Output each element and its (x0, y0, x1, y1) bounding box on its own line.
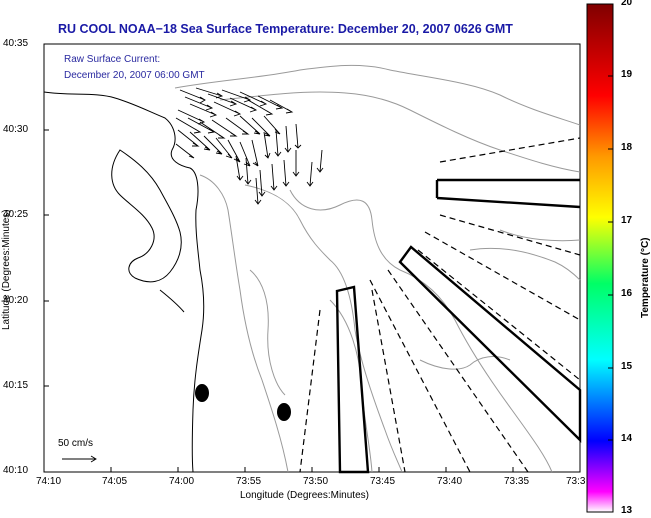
x-tick-label: 73:55 (236, 476, 262, 487)
y-tick-label: 40:10 (3, 465, 29, 476)
x-tick-label: 74:10 (36, 476, 62, 487)
scale-vector (62, 455, 97, 463)
y-tick-label: 40:20 (3, 295, 29, 306)
x-tick-label: 73:50 (303, 476, 329, 487)
colorbar-tick-label: 13 (621, 505, 633, 516)
colorbar (586, 3, 614, 513)
bathymetry-contours (174, 64, 581, 473)
axis-ticks (44, 43, 514, 473)
figure-title: RU COOL NOAA−18 Sea Surface Temperature:… (58, 22, 513, 36)
dashed-sectors (299, 137, 581, 473)
colorbar-label: Temperature (°C) (640, 237, 651, 319)
annotation-line-1: Raw Surface Current: (64, 54, 161, 65)
y-tick-label: 40:25 (3, 209, 29, 220)
colorbar-tick-label: 19 (621, 69, 633, 80)
colorbar-tick-label: 18 (621, 142, 633, 153)
site-marker (195, 384, 209, 402)
x-tick-label: 73:40 (437, 476, 463, 487)
y-tick-label: 40:15 (3, 380, 29, 391)
y-axis-label: Latitude (Degrees:Minutes) (1, 209, 12, 330)
study-areas (335, 178, 582, 474)
site-marker (277, 403, 291, 421)
annotation-line-2: December 20, 2007 06:00 GMT (64, 70, 205, 81)
x-tick-label: 73:35 (504, 476, 530, 487)
colorbar-tick-label: 15 (621, 361, 633, 372)
y-tick-label: 40:30 (3, 124, 29, 135)
plot-frame (43, 43, 581, 473)
x-tick-label: 74:00 (169, 476, 195, 487)
coastline (43, 91, 205, 473)
colorbar-tick-label: 17 (621, 215, 633, 226)
scale-label: 50 cm/s (58, 438, 94, 449)
x-tick-label: 73:45 (370, 476, 396, 487)
colorbar-tick-label: 14 (621, 433, 633, 444)
colorbar-tick-label: 16 (621, 288, 633, 299)
colorbar-ticks (608, 75, 613, 441)
y-tick-label: 40:35 (3, 38, 29, 49)
x-tick-label: 73:3 (566, 476, 586, 487)
x-tick-label: 74:05 (102, 476, 128, 487)
current-vectors (175, 87, 324, 205)
x-axis-label: Longitude (Degrees:Minutes) (240, 490, 369, 501)
colorbar-tick-label: 20 (621, 0, 633, 8)
